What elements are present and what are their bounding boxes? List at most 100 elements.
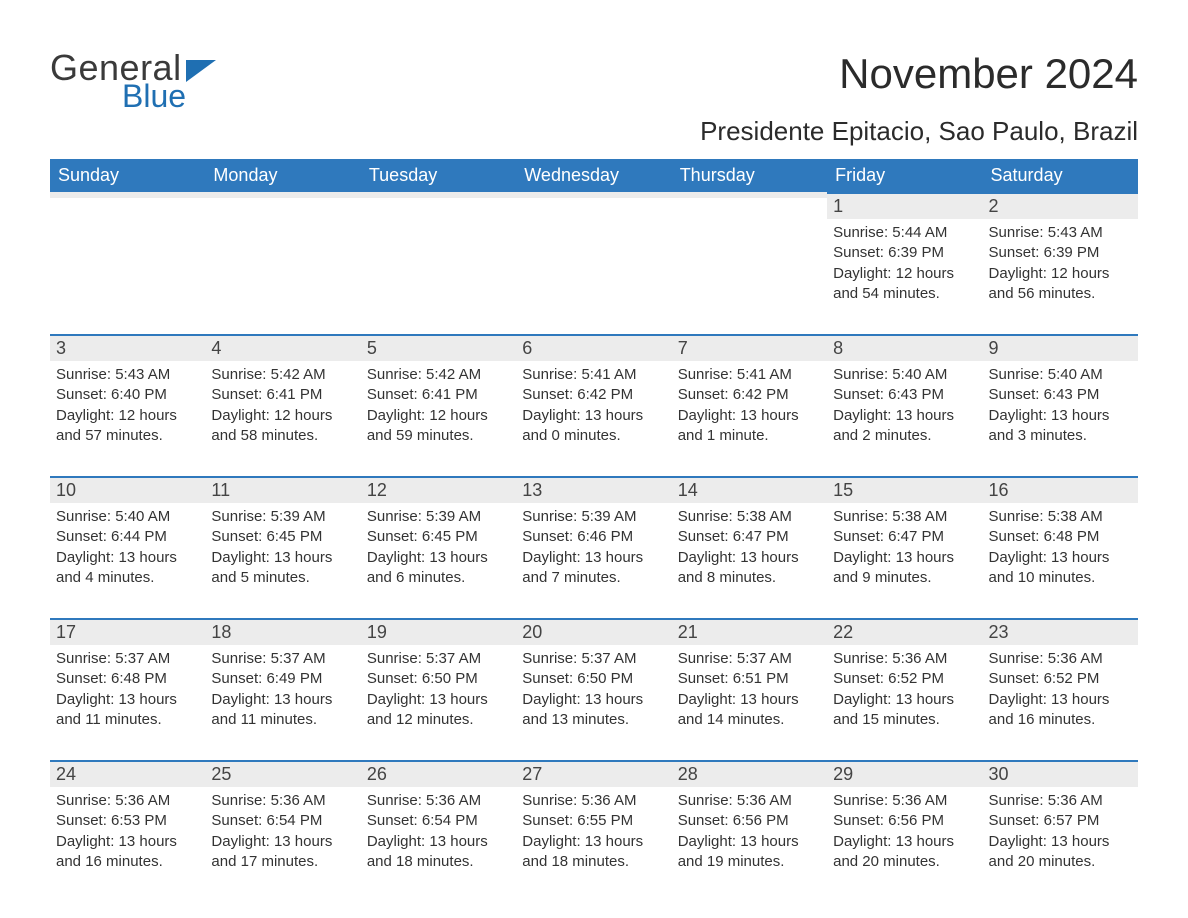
day-daylight1: Daylight: 13 hours bbox=[56, 832, 199, 852]
day-daylight1: Daylight: 13 hours bbox=[833, 832, 976, 852]
day-number: 3 bbox=[50, 334, 205, 361]
day-daylight1: Daylight: 12 hours bbox=[56, 406, 199, 426]
day-daylight2: and 16 minutes. bbox=[989, 710, 1132, 730]
calendar-week-row: 10Sunrise: 5:40 AMSunset: 6:44 PMDayligh… bbox=[50, 476, 1138, 604]
day-details bbox=[672, 198, 827, 206]
calendar-day-cell: 15Sunrise: 5:38 AMSunset: 6:47 PMDayligh… bbox=[827, 476, 982, 604]
day-sunrise: Sunrise: 5:43 AM bbox=[56, 365, 199, 385]
day-daylight2: and 1 minute. bbox=[678, 426, 821, 446]
day-details: Sunrise: 5:40 AMSunset: 6:43 PMDaylight:… bbox=[983, 361, 1138, 450]
day-daylight2: and 18 minutes. bbox=[522, 852, 665, 872]
day-daylight1: Daylight: 13 hours bbox=[989, 406, 1132, 426]
calendar-week-row: 24Sunrise: 5:36 AMSunset: 6:53 PMDayligh… bbox=[50, 760, 1138, 888]
day-daylight2: and 12 minutes. bbox=[367, 710, 510, 730]
day-number: 23 bbox=[983, 618, 1138, 645]
day-sunset: Sunset: 6:44 PM bbox=[56, 527, 199, 547]
day-details: Sunrise: 5:43 AMSunset: 6:39 PMDaylight:… bbox=[983, 219, 1138, 308]
day-number: 26 bbox=[361, 760, 516, 787]
weekday-header: Thursday bbox=[672, 159, 827, 192]
day-daylight2: and 8 minutes. bbox=[678, 568, 821, 588]
day-number: 11 bbox=[205, 476, 360, 503]
day-sunset: Sunset: 6:40 PM bbox=[56, 385, 199, 405]
calendar-day-cell bbox=[50, 192, 205, 320]
day-sunset: Sunset: 6:54 PM bbox=[367, 811, 510, 831]
calendar-day-cell bbox=[672, 192, 827, 320]
day-daylight2: and 16 minutes. bbox=[56, 852, 199, 872]
day-daylight1: Daylight: 13 hours bbox=[211, 548, 354, 568]
day-daylight1: Daylight: 13 hours bbox=[833, 406, 976, 426]
day-daylight2: and 20 minutes. bbox=[833, 852, 976, 872]
day-sunset: Sunset: 6:43 PM bbox=[989, 385, 1132, 405]
day-daylight1: Daylight: 12 hours bbox=[211, 406, 354, 426]
day-number: 10 bbox=[50, 476, 205, 503]
day-sunrise: Sunrise: 5:36 AM bbox=[367, 791, 510, 811]
calendar-day-cell: 26Sunrise: 5:36 AMSunset: 6:54 PMDayligh… bbox=[361, 760, 516, 888]
day-daylight2: and 56 minutes. bbox=[989, 284, 1132, 304]
day-details: Sunrise: 5:41 AMSunset: 6:42 PMDaylight:… bbox=[672, 361, 827, 450]
calendar-table: Sunday Monday Tuesday Wednesday Thursday… bbox=[50, 159, 1138, 888]
day-sunrise: Sunrise: 5:37 AM bbox=[211, 649, 354, 669]
day-details: Sunrise: 5:38 AMSunset: 6:48 PMDaylight:… bbox=[983, 503, 1138, 592]
day-sunrise: Sunrise: 5:38 AM bbox=[678, 507, 821, 527]
week-spacer bbox=[50, 604, 1138, 618]
day-number: 6 bbox=[516, 334, 671, 361]
day-daylight2: and 19 minutes. bbox=[678, 852, 821, 872]
week-spacer bbox=[50, 462, 1138, 476]
day-daylight1: Daylight: 13 hours bbox=[367, 548, 510, 568]
day-sunrise: Sunrise: 5:36 AM bbox=[678, 791, 821, 811]
day-details: Sunrise: 5:38 AMSunset: 6:47 PMDaylight:… bbox=[672, 503, 827, 592]
day-sunset: Sunset: 6:46 PM bbox=[522, 527, 665, 547]
calendar-day-cell: 5Sunrise: 5:42 AMSunset: 6:41 PMDaylight… bbox=[361, 334, 516, 462]
calendar-day-cell bbox=[516, 192, 671, 320]
day-sunset: Sunset: 6:55 PM bbox=[522, 811, 665, 831]
calendar-day-cell: 29Sunrise: 5:36 AMSunset: 6:56 PMDayligh… bbox=[827, 760, 982, 888]
day-sunrise: Sunrise: 5:36 AM bbox=[211, 791, 354, 811]
day-sunset: Sunset: 6:57 PM bbox=[989, 811, 1132, 831]
calendar-day-cell: 13Sunrise: 5:39 AMSunset: 6:46 PMDayligh… bbox=[516, 476, 671, 604]
day-sunset: Sunset: 6:48 PM bbox=[989, 527, 1132, 547]
day-daylight2: and 6 minutes. bbox=[367, 568, 510, 588]
calendar-week-row: 1Sunrise: 5:44 AMSunset: 6:39 PMDaylight… bbox=[50, 192, 1138, 320]
day-details: Sunrise: 5:43 AMSunset: 6:40 PMDaylight:… bbox=[50, 361, 205, 450]
day-number: 16 bbox=[983, 476, 1138, 503]
day-sunset: Sunset: 6:41 PM bbox=[367, 385, 510, 405]
calendar-day-cell: 24Sunrise: 5:36 AMSunset: 6:53 PMDayligh… bbox=[50, 760, 205, 888]
day-sunset: Sunset: 6:42 PM bbox=[522, 385, 665, 405]
day-details: Sunrise: 5:36 AMSunset: 6:55 PMDaylight:… bbox=[516, 787, 671, 876]
day-daylight1: Daylight: 13 hours bbox=[678, 690, 821, 710]
calendar-day-cell: 11Sunrise: 5:39 AMSunset: 6:45 PMDayligh… bbox=[205, 476, 360, 604]
day-details: Sunrise: 5:36 AMSunset: 6:52 PMDaylight:… bbox=[983, 645, 1138, 734]
day-details: Sunrise: 5:40 AMSunset: 6:43 PMDaylight:… bbox=[827, 361, 982, 450]
day-number: 5 bbox=[361, 334, 516, 361]
day-daylight2: and 0 minutes. bbox=[522, 426, 665, 446]
day-daylight2: and 54 minutes. bbox=[833, 284, 976, 304]
day-details: Sunrise: 5:39 AMSunset: 6:46 PMDaylight:… bbox=[516, 503, 671, 592]
day-sunrise: Sunrise: 5:37 AM bbox=[56, 649, 199, 669]
calendar-day-cell: 27Sunrise: 5:36 AMSunset: 6:55 PMDayligh… bbox=[516, 760, 671, 888]
day-number: 28 bbox=[672, 760, 827, 787]
calendar-day-cell: 9Sunrise: 5:40 AMSunset: 6:43 PMDaylight… bbox=[983, 334, 1138, 462]
weekday-header-row: Sunday Monday Tuesday Wednesday Thursday… bbox=[50, 159, 1138, 192]
weekday-header: Friday bbox=[827, 159, 982, 192]
week-spacer bbox=[50, 746, 1138, 760]
day-details bbox=[50, 198, 205, 206]
day-sunset: Sunset: 6:39 PM bbox=[833, 243, 976, 263]
day-daylight2: and 59 minutes. bbox=[367, 426, 510, 446]
day-daylight1: Daylight: 12 hours bbox=[367, 406, 510, 426]
calendar-day-cell: 3Sunrise: 5:43 AMSunset: 6:40 PMDaylight… bbox=[50, 334, 205, 462]
day-daylight1: Daylight: 13 hours bbox=[211, 690, 354, 710]
calendar-day-cell: 8Sunrise: 5:40 AMSunset: 6:43 PMDaylight… bbox=[827, 334, 982, 462]
day-details: Sunrise: 5:36 AMSunset: 6:56 PMDaylight:… bbox=[827, 787, 982, 876]
day-daylight2: and 57 minutes. bbox=[56, 426, 199, 446]
calendar-day-cell: 1Sunrise: 5:44 AMSunset: 6:39 PMDaylight… bbox=[827, 192, 982, 320]
day-sunset: Sunset: 6:51 PM bbox=[678, 669, 821, 689]
day-daylight1: Daylight: 13 hours bbox=[367, 690, 510, 710]
calendar-day-cell: 14Sunrise: 5:38 AMSunset: 6:47 PMDayligh… bbox=[672, 476, 827, 604]
calendar-day-cell: 23Sunrise: 5:36 AMSunset: 6:52 PMDayligh… bbox=[983, 618, 1138, 746]
calendar-week-row: 17Sunrise: 5:37 AMSunset: 6:48 PMDayligh… bbox=[50, 618, 1138, 746]
day-details: Sunrise: 5:37 AMSunset: 6:50 PMDaylight:… bbox=[361, 645, 516, 734]
day-number: 1 bbox=[827, 192, 982, 219]
day-sunrise: Sunrise: 5:36 AM bbox=[833, 649, 976, 669]
day-daylight1: Daylight: 12 hours bbox=[833, 264, 976, 284]
day-daylight2: and 13 minutes. bbox=[522, 710, 665, 730]
